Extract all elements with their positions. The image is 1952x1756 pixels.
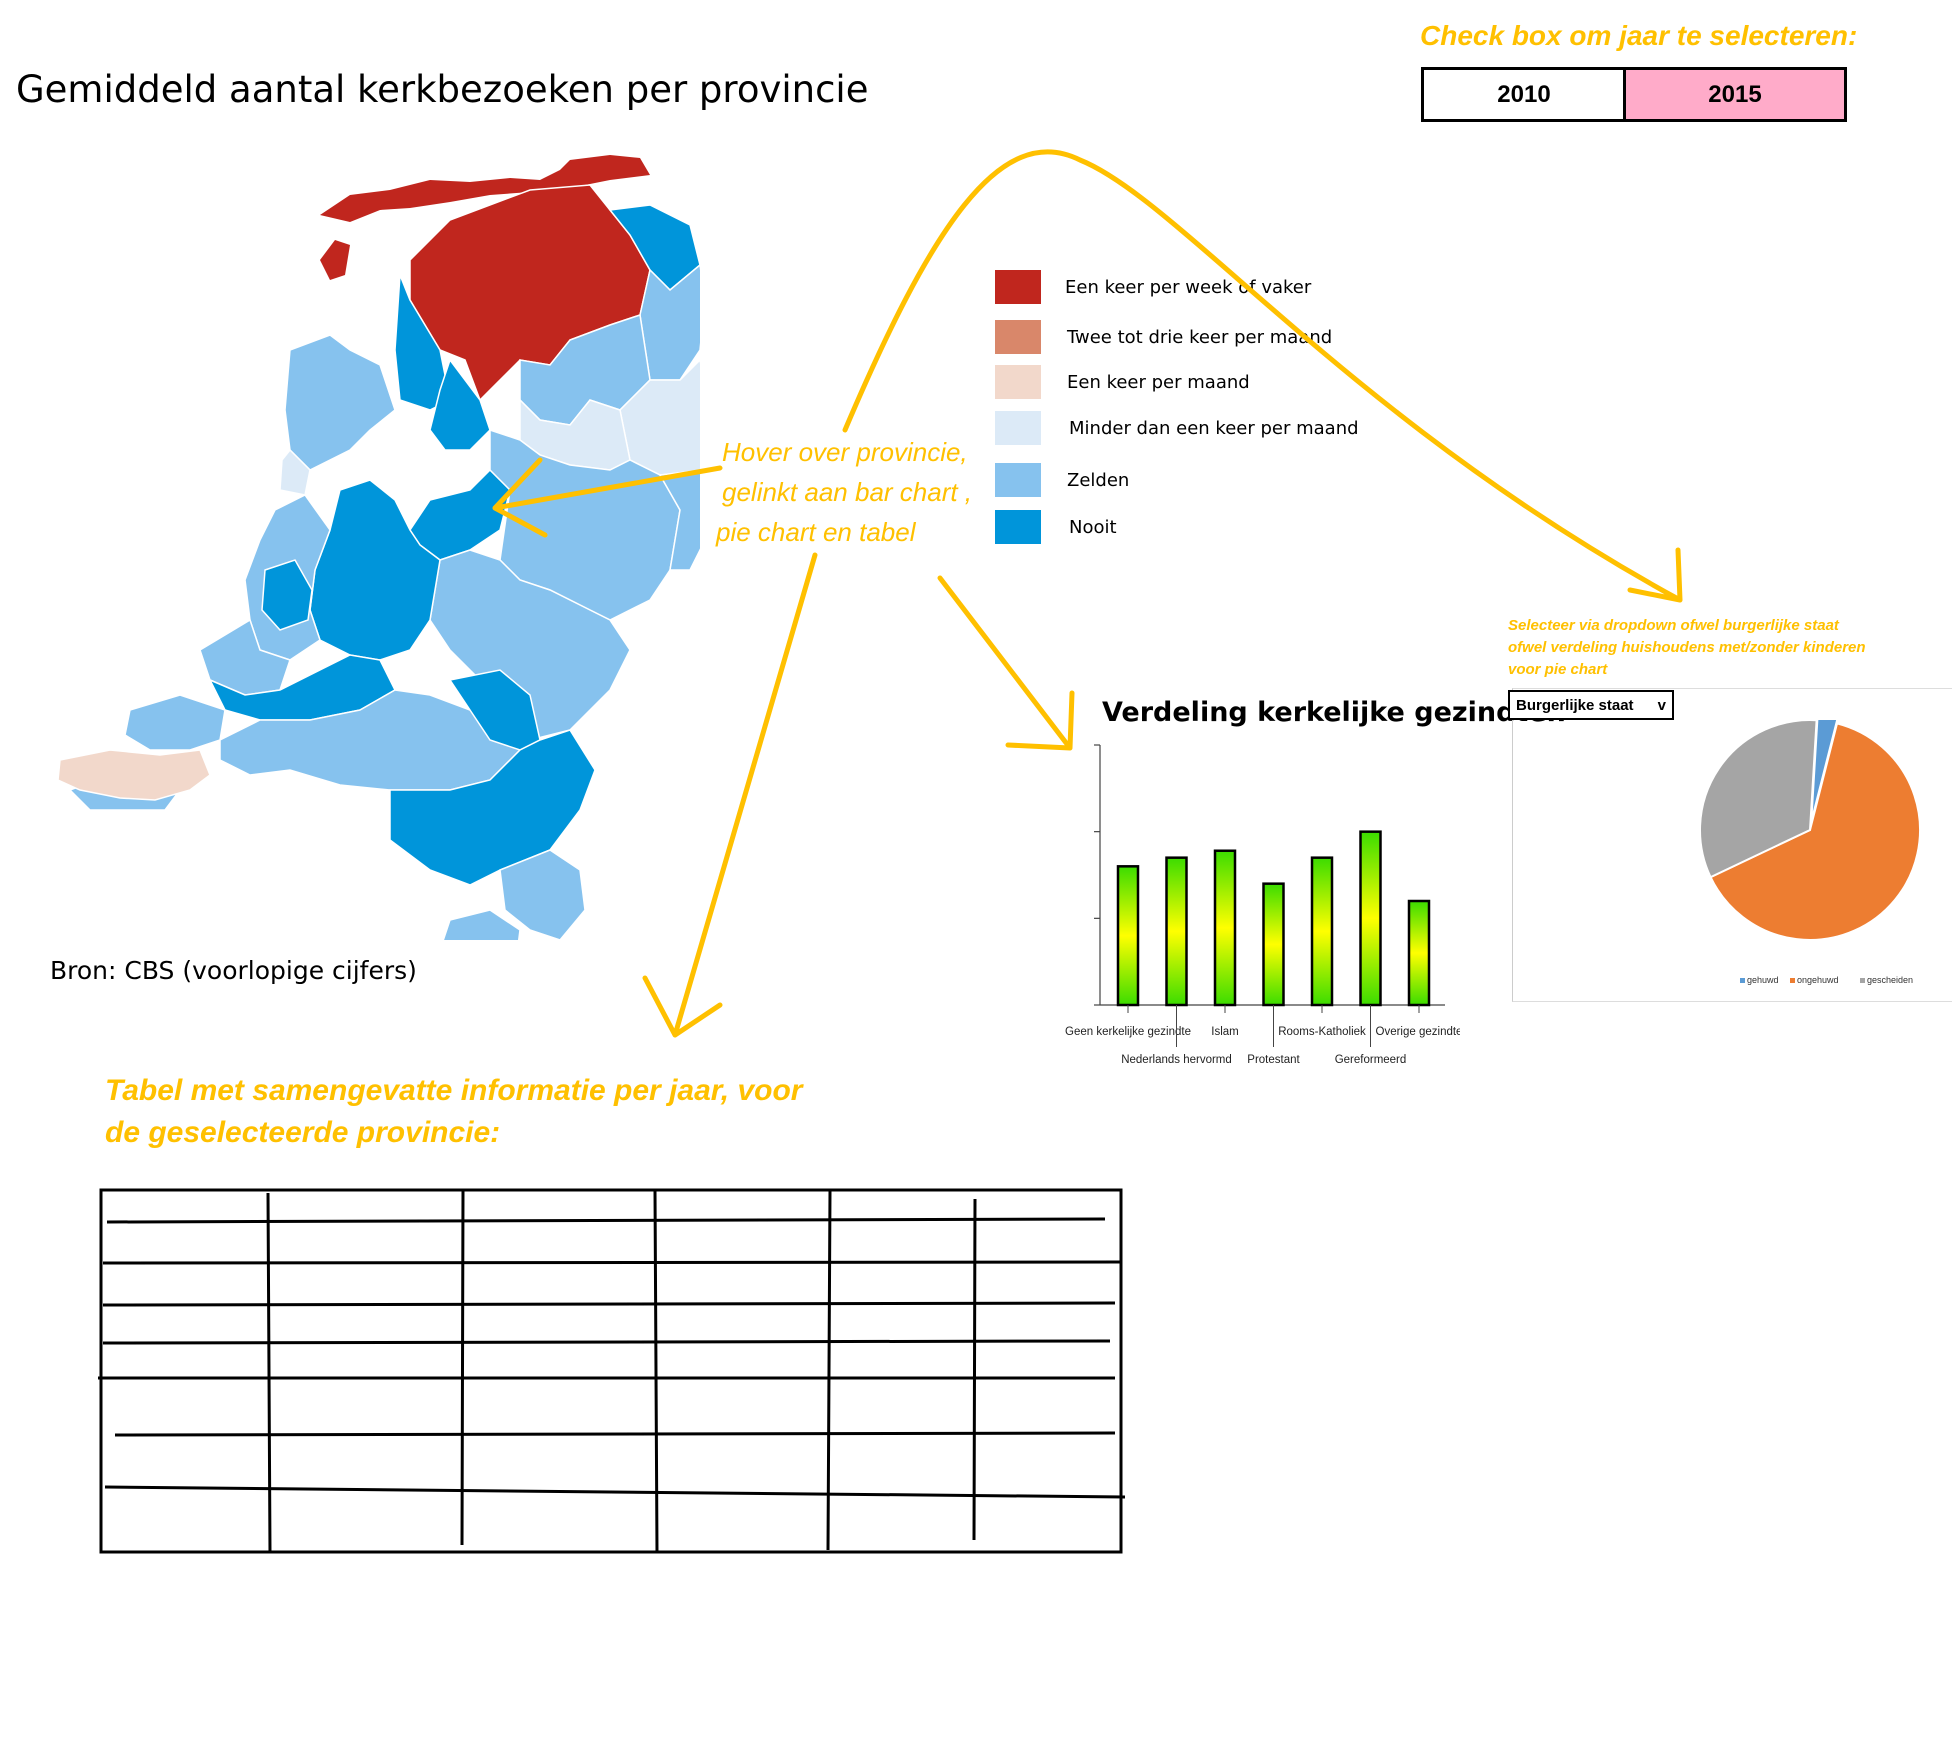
bar <box>1407 899 1431 1007</box>
x-tick-label: Protestant <box>1247 1054 1300 1066</box>
bar <box>1310 856 1334 1007</box>
pie-chart: gehuwd ongehuwd gescheiden <box>1699 720 1921 985</box>
pie-legend-label: gescheiden <box>1867 975 1913 985</box>
legend-item-monthly: Een keer per maand <box>995 365 1250 399</box>
map-noordholland-pale <box>279 448 311 496</box>
table-column-lines <box>266 1190 977 1554</box>
table-note: Tabel met samengevatte informatie per ja… <box>105 1070 802 1154</box>
year-selector-label: Check box om jaar te selecteren: <box>1420 20 1858 51</box>
x-tick-label: Geen kerkelijke gezindte <box>1065 1026 1191 1038</box>
map-province-limburg-south <box>442 909 521 940</box>
bar <box>1213 849 1237 1007</box>
year-checkbox-2015[interactable]: 2015 <box>1623 67 1847 122</box>
pie-legend-label: gehuwd <box>1747 975 1779 985</box>
netherlands-map <box>57 155 700 940</box>
x-tick-label: Gereformeerd <box>1335 1054 1407 1066</box>
pie-slices <box>1699 720 1921 941</box>
table-row-lines <box>98 1217 1126 1499</box>
legend-label: Zelden <box>1067 469 1130 491</box>
arrow-to-barchart <box>937 575 1075 751</box>
arrow-to-map <box>492 457 723 538</box>
year-checkbox-2010[interactable]: 2010 <box>1421 67 1627 122</box>
hover-note-line: Hover over provincie, <box>722 437 968 467</box>
legend-swatch <box>995 411 1041 445</box>
map-province-flevoland-north <box>429 358 491 451</box>
legend-label: Twee tot drie keer per maand <box>1067 326 1333 348</box>
legend-label: Een keer per maand <box>1067 371 1250 393</box>
chevron-down-icon: v <box>1657 696 1666 714</box>
x-tick-label: Overige gezindte <box>1376 1026 1460 1038</box>
map-province-zeeland-islands <box>124 694 226 751</box>
pie-dropdown-select[interactable]: Burgerlijke staat v <box>1508 690 1674 720</box>
legend-swatch <box>995 320 1041 354</box>
source-label: Bron: CBS (voorlopige cijfers) <box>50 956 417 985</box>
bar-chart-labels: Geen kerkelijke gezindte Nederlands hervo… <box>1065 1005 1460 1066</box>
summary-table <box>98 1188 1126 1554</box>
pie-slice <box>1709 722 1921 941</box>
x-tick-label: Rooms-Katholiek <box>1278 1026 1366 1038</box>
map-province-overijssel <box>489 428 681 621</box>
legend-swatch <box>995 463 1041 497</box>
legend-label: Nooit <box>1069 516 1117 538</box>
bar <box>1116 865 1140 1007</box>
legend-swatch <box>995 270 1041 304</box>
map-noordbrabant-southeast <box>389 729 596 886</box>
bar-chart-title: Verdeling kerkelijke gezindten <box>1102 697 1566 728</box>
hover-note-line: pie chart en tabel <box>716 517 916 547</box>
pie-legend-swatch <box>1790 978 1795 983</box>
legend-item-rarely: Zelden <box>995 463 1129 497</box>
arrow-to-table <box>642 552 818 1038</box>
x-tick-label: Islam <box>1211 1026 1238 1038</box>
dropdown-value: Burgerlijke staat <box>1516 696 1634 714</box>
pie-chart-frame <box>1512 688 1952 1002</box>
hover-note: Hover over provincie, gelinkt aan bar ch… <box>716 432 973 552</box>
page-title: Gemiddeld aantal kerkbezoeken per provin… <box>16 68 869 111</box>
bar-chart: Geen kerkelijke gezindte Nederlands hervo… <box>1065 744 1460 1066</box>
table-border <box>99 1188 1123 1554</box>
pie-note-line: Selecteer via dropdown ofwel burgerlijke… <box>1508 617 1839 634</box>
map-zuidholland-blue <box>261 559 313 631</box>
pie-legend-label: ongehuwd <box>1797 975 1839 985</box>
map-overijssel-east <box>658 469 700 571</box>
pie-note: Selecteer via dropdown ofwel burgerlijke… <box>1508 615 1866 681</box>
map-zuidholland-south <box>208 654 396 721</box>
table-note-line: de geselecteerde provincie: <box>105 1116 501 1149</box>
legend-item-never: Nooit <box>995 510 1117 544</box>
legend-item-monthly-2-3: Twee tot drie keer per maand <box>995 320 1332 354</box>
pie-legend-swatch <box>1740 978 1745 983</box>
x-tick-label: Nederlands hervormd <box>1121 1054 1232 1066</box>
pie-legend-swatch <box>1860 978 1865 983</box>
hover-note-line: gelinkt aan bar chart , <box>722 477 973 507</box>
pie-note-line: ofwel verdeling huishoudens met/zonder k… <box>1508 639 1866 656</box>
map-province-gelderland <box>429 549 631 741</box>
map-wadden-islands <box>320 155 650 222</box>
pie-legend: gehuwd ongehuwd gescheiden <box>1740 975 1913 985</box>
arrow-to-piechart <box>842 149 1683 603</box>
bar <box>1165 856 1188 1007</box>
legend-item-less-monthly: Minder dan een keer per maand <box>995 411 1359 445</box>
map-zeeland-flanders <box>57 749 211 801</box>
table-note-line: Tabel met samengevatte informatie per ja… <box>105 1074 803 1107</box>
map-island-texel <box>320 240 350 280</box>
pie-note-line: voor pie chart <box>1508 661 1608 678</box>
pie-slice <box>1699 720 1818 879</box>
map-province-limburg-north <box>499 849 586 940</box>
legend-swatch <box>995 510 1041 544</box>
bar-chart-bars <box>1116 830 1431 1007</box>
bar <box>1262 882 1285 1007</box>
map-province-noordholland <box>284 334 396 471</box>
legend-label: Minder dan een keer per maand <box>1069 417 1359 439</box>
legend-swatch <box>995 365 1041 399</box>
bar <box>1359 830 1382 1007</box>
